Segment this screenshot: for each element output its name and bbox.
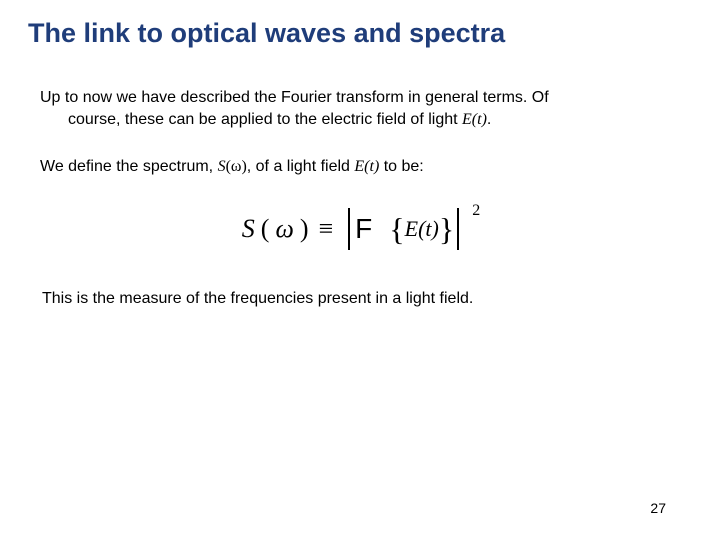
formula-container: S(ω) ≡ F { E(t) } 2: [28, 208, 692, 250]
abs-bar-left: [348, 208, 350, 250]
formula-close: ): [300, 214, 309, 244]
formula-rbrace: }: [439, 213, 454, 245]
formula-lbrace: {: [389, 213, 404, 245]
para2-a: We define the spectrum,: [40, 158, 218, 175]
paragraph-3: This is the measure of the frequencies p…: [28, 288, 692, 310]
formula-abs-group: F { E(t) }: [343, 208, 464, 250]
formula-equiv: ≡: [318, 214, 333, 244]
spectrum-formula: S(ω) ≡ F { E(t) } 2: [242, 208, 478, 250]
formula-E: E: [405, 216, 418, 242]
formula-S: S: [242, 214, 255, 244]
formula-exp: 2: [472, 202, 480, 220]
para2-Et: E(t): [354, 158, 379, 175]
formula-t: (t): [418, 216, 439, 242]
abs-bar-right: [457, 208, 459, 250]
para1-line2: course, these can be applied to the elec…: [40, 109, 692, 131]
para2-c: to be:: [379, 158, 423, 175]
slide-title: The link to optical waves and spectra: [28, 18, 692, 49]
paragraph-2: We define the spectrum, S(ω), of a light…: [28, 156, 692, 178]
formula-open: (: [261, 214, 270, 244]
para1-line2a: course, these can be applied to the elec…: [68, 111, 462, 128]
paragraph-1: Up to now we have described the Fourier …: [28, 87, 692, 130]
page-number: 27: [650, 500, 666, 516]
para2-S: S: [218, 158, 226, 175]
para2-b: , of a light field: [247, 158, 355, 175]
para1-line2b: .: [487, 111, 491, 128]
formula-F: F: [355, 213, 372, 245]
formula-omega: ω: [275, 214, 293, 244]
para2-omega: ω: [231, 158, 242, 175]
para1-line1: Up to now we have described the Fourier …: [40, 89, 549, 106]
para1-Et: E(t): [462, 111, 487, 128]
